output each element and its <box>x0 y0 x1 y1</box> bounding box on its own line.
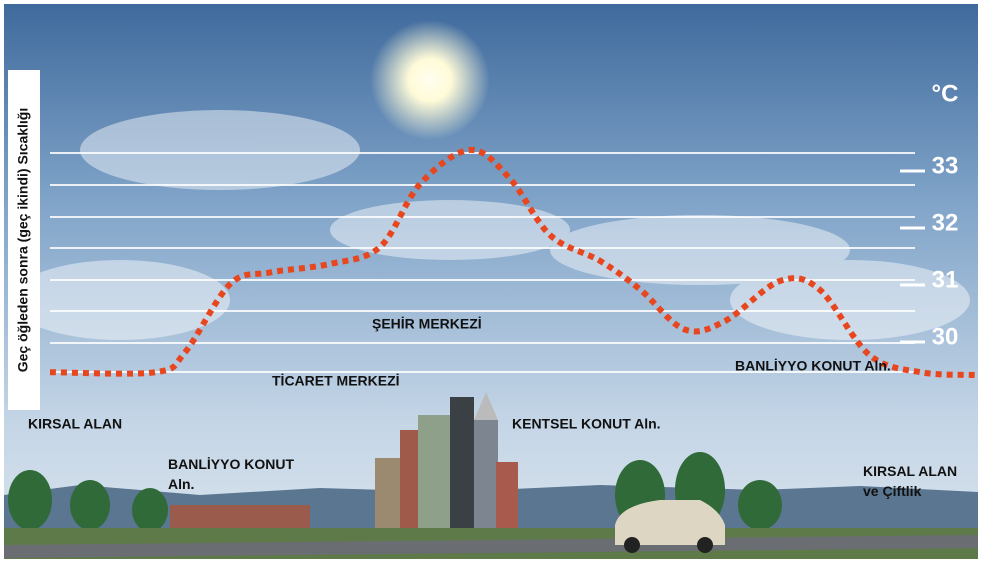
zone-label: TİCARET MERKEZİ <box>272 373 400 389</box>
zone-label: KIRSAL ALAN <box>28 416 122 432</box>
sun <box>370 20 490 140</box>
zone-label: ŞEHİR MERKEZİ <box>372 316 482 332</box>
y-axis-label: Geç öğleden sonra (geç ikindi) Sıcaklığı <box>15 108 31 373</box>
city <box>4 392 978 559</box>
zone-label: BANLİYYO KONUT Aln. <box>735 358 891 374</box>
zone-label: KIRSAL ALAN ve Çiftlik <box>863 463 957 499</box>
y-tick-label: 31 <box>932 266 959 293</box>
y-label-box <box>8 70 40 410</box>
y-unit: °C <box>932 80 959 107</box>
zone-label: KENTSEL KONUT Aln. <box>512 416 661 432</box>
temperature-line <box>49 146 976 379</box>
y-tick-label: 32 <box>932 209 959 236</box>
y-tick-label: 30 <box>932 323 959 350</box>
y-tick-label: 33 <box>932 152 959 179</box>
zone-label: BANLİYYO KONUT Aln. <box>168 456 294 492</box>
